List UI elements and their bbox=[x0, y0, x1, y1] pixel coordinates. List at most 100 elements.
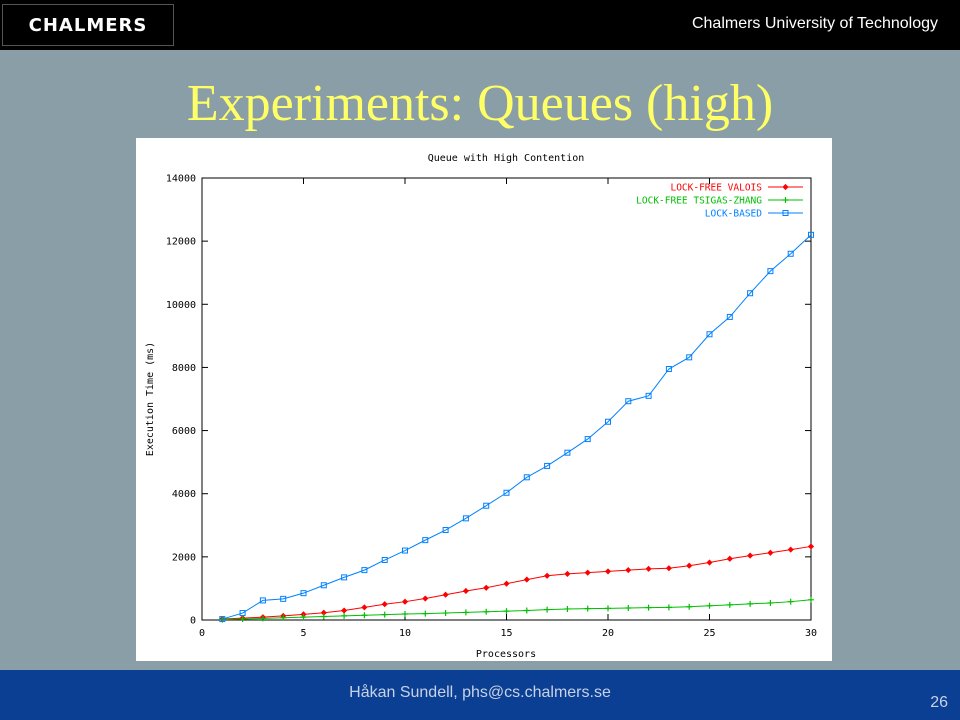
footer-bar: Håkan Sundell, phs@cs.chalmers.se 26 bbox=[0, 670, 960, 720]
series-layer bbox=[219, 231, 815, 623]
data-point bbox=[625, 567, 632, 574]
data-point bbox=[381, 601, 388, 608]
legend-label: LOCK-FREE VALOIS bbox=[670, 183, 762, 194]
data-point bbox=[767, 599, 774, 606]
data-point bbox=[686, 562, 693, 569]
series-plus bbox=[219, 596, 814, 623]
data-point bbox=[584, 605, 591, 612]
data-point bbox=[483, 584, 490, 591]
x-tick-label: 30 bbox=[805, 628, 817, 639]
data-point bbox=[300, 590, 307, 597]
x-tick-label: 5 bbox=[300, 628, 306, 639]
data-point bbox=[665, 565, 672, 572]
data-point bbox=[361, 612, 368, 619]
data-point bbox=[625, 605, 632, 612]
chart-legend: LOCK-FREE VALOIS LOCK-FREE TSIGAS-ZHANG LO… bbox=[636, 183, 803, 220]
series-line bbox=[222, 599, 812, 621]
data-point bbox=[442, 591, 449, 598]
data-point bbox=[645, 604, 652, 611]
data-point bbox=[645, 392, 652, 399]
y-tick-label: 2000 bbox=[172, 552, 196, 563]
x-tick-label: 20 bbox=[602, 628, 614, 639]
data-point bbox=[361, 567, 368, 574]
data-point bbox=[280, 595, 287, 602]
data-point bbox=[726, 313, 733, 320]
data-point bbox=[665, 366, 672, 373]
university-name: Chalmers University of Technology bbox=[691, 15, 938, 32]
data-point bbox=[686, 603, 693, 610]
data-point bbox=[402, 611, 408, 618]
y-tick-label: 4000 bbox=[172, 489, 196, 500]
data-point bbox=[503, 608, 510, 615]
data-point bbox=[503, 580, 510, 587]
y-tick-label: 0 bbox=[190, 616, 196, 627]
y-tick-label: 8000 bbox=[172, 363, 196, 374]
axis-ticks: 0 2000 4000 6000 8000 10000 12000 14000 0 5 10 15 20… bbox=[166, 174, 817, 640]
x-tick-label: 15 bbox=[500, 628, 512, 639]
data-point bbox=[747, 290, 754, 297]
data-point bbox=[462, 515, 469, 522]
chalmers-logo: CHALMERS bbox=[2, 4, 174, 46]
data-point bbox=[361, 604, 368, 611]
data-point bbox=[523, 607, 530, 614]
data-point bbox=[625, 398, 632, 405]
data-point bbox=[483, 502, 490, 509]
data-point bbox=[767, 268, 774, 275]
data-point bbox=[341, 607, 348, 614]
series-line bbox=[222, 545, 812, 620]
legend-label: LOCK-FREE TSIGAS-ZHANG bbox=[636, 196, 762, 207]
data-point bbox=[605, 605, 611, 612]
data-point bbox=[706, 602, 713, 609]
data-point bbox=[808, 596, 814, 603]
data-point bbox=[462, 609, 469, 616]
data-point bbox=[605, 418, 611, 425]
data-point bbox=[523, 576, 530, 583]
data-point bbox=[422, 595, 429, 602]
x-tick-label: 25 bbox=[703, 628, 715, 639]
data-point bbox=[300, 614, 307, 621]
x-tick-label: 0 bbox=[199, 628, 205, 639]
data-point bbox=[807, 543, 815, 550]
data-point bbox=[544, 572, 551, 579]
data-point bbox=[381, 611, 388, 618]
data-point bbox=[402, 547, 408, 554]
x-axis-label: Processors bbox=[476, 649, 536, 660]
line-chart: Queue with High Contention Execution Tim… bbox=[145, 153, 817, 660]
data-point bbox=[706, 559, 713, 566]
data-point bbox=[747, 600, 754, 607]
data-point bbox=[787, 250, 794, 257]
data-point bbox=[442, 527, 449, 534]
data-point bbox=[645, 565, 652, 572]
data-point bbox=[665, 604, 672, 611]
data-point bbox=[767, 549, 774, 556]
x-tick-label: 10 bbox=[399, 628, 411, 639]
data-point bbox=[259, 597, 266, 604]
data-point bbox=[787, 598, 794, 605]
data-point bbox=[259, 615, 266, 622]
data-point bbox=[726, 555, 733, 562]
data-point bbox=[483, 608, 490, 615]
data-point bbox=[584, 436, 591, 443]
data-point bbox=[544, 462, 551, 469]
data-point bbox=[462, 587, 469, 595]
y-tick-label: 12000 bbox=[166, 237, 196, 248]
data-point bbox=[564, 605, 571, 612]
legend-marker bbox=[782, 183, 789, 191]
data-point bbox=[747, 552, 754, 559]
data-point bbox=[503, 489, 510, 496]
author-credit: Håkan Sundell, phs@cs.chalmers.se bbox=[349, 684, 611, 701]
data-point bbox=[706, 331, 713, 338]
data-point bbox=[219, 616, 226, 623]
data-point bbox=[564, 449, 571, 456]
y-tick-label: 14000 bbox=[166, 174, 196, 185]
page-number: 26 bbox=[930, 694, 948, 711]
data-point bbox=[787, 546, 794, 553]
data-point bbox=[442, 610, 449, 617]
data-point bbox=[320, 582, 327, 589]
data-point bbox=[381, 557, 388, 564]
y-tick-label: 10000 bbox=[166, 300, 196, 311]
legend-marker bbox=[782, 197, 789, 203]
series-diamond bbox=[219, 543, 815, 623]
data-point bbox=[341, 612, 348, 619]
data-point bbox=[422, 537, 429, 544]
